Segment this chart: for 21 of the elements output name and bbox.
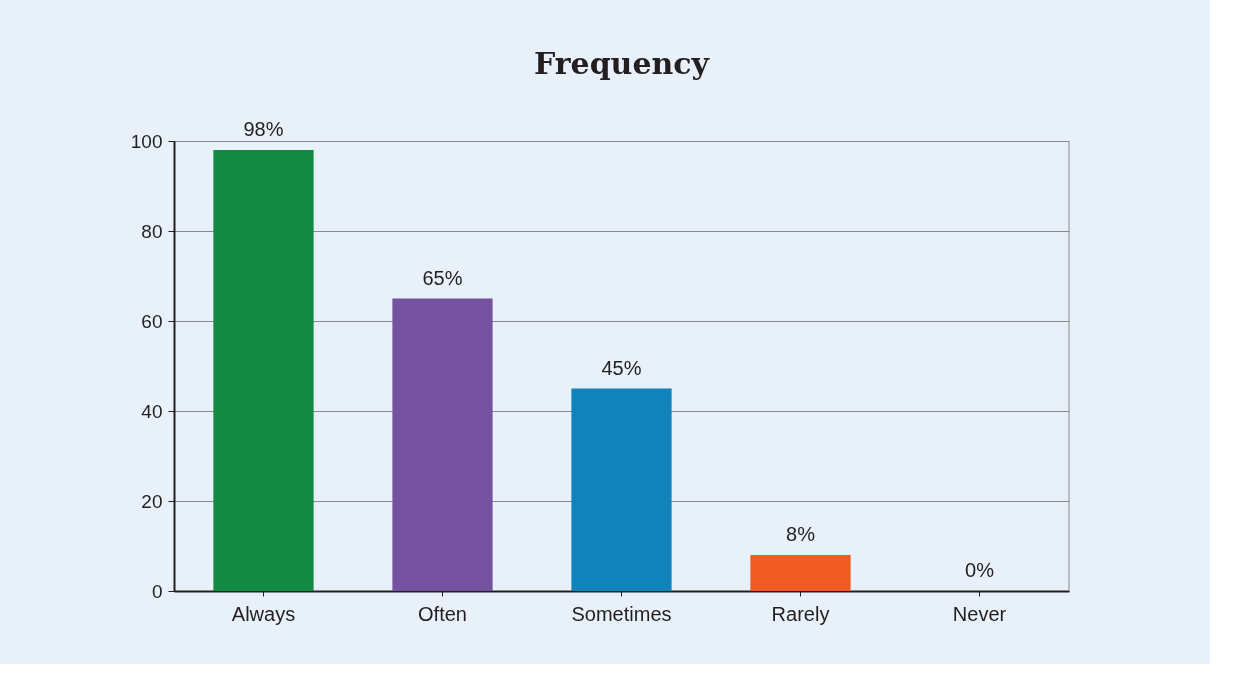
bar [392, 298, 493, 591]
data-label: 98% [243, 118, 284, 140]
x-tick-label: Rarely [771, 602, 830, 625]
y-tick-label: 0 [151, 580, 163, 602]
data-label: 8% [786, 523, 816, 545]
x-tick-label: Always [231, 602, 296, 625]
y-tick-label: 40 [141, 400, 163, 422]
data-label: 65% [422, 266, 463, 289]
data-label: 0% [965, 559, 995, 581]
x-tick-label: Sometimes [571, 602, 672, 625]
y-tick-label: 60 [141, 310, 163, 332]
bar [213, 150, 314, 591]
x-tick-label: Often [418, 602, 467, 625]
bar [571, 388, 672, 591]
y-tick-label: 80 [141, 220, 163, 242]
bar [750, 555, 851, 591]
y-tick-label: 100 [130, 130, 163, 152]
data-label: 45% [601, 356, 642, 379]
chart-title: Frequency [533, 46, 711, 81]
y-tick-label: 20 [141, 490, 163, 512]
x-tick-label: Never [952, 602, 1007, 625]
